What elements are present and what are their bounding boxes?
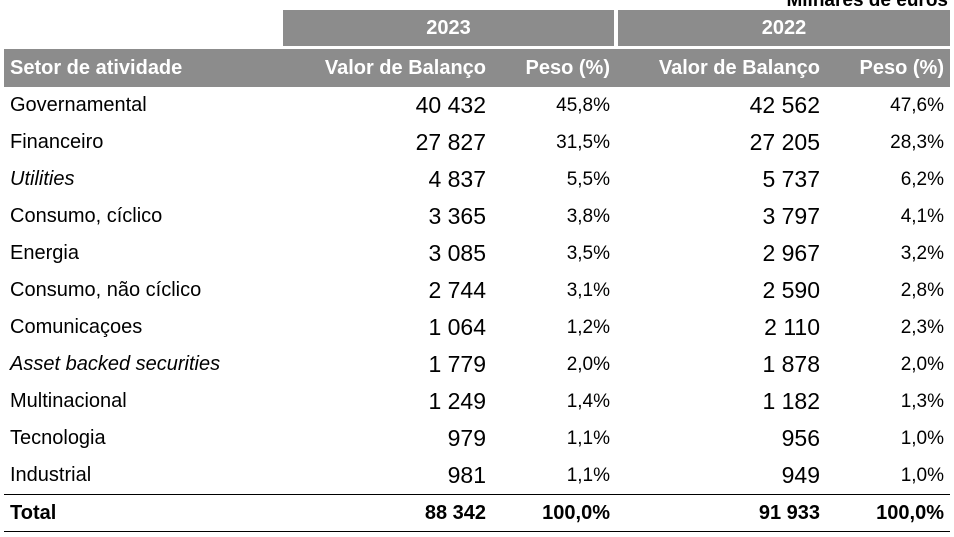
sector-cell: Energia (10, 242, 79, 264)
weight-2022-cell: 1,0% (900, 427, 944, 449)
sector-cell: Asset backed securities (10, 353, 221, 375)
sector-cell: Consumo, cíclico (10, 205, 163, 227)
table-row: Asset backed securities 1 779 2,0% 1 878 2,0… (4, 346, 950, 383)
total-row: Total 88 342 100,0% 91 933 100,0% (4, 494, 950, 532)
value-2022-cell: 2 110 (764, 314, 820, 340)
value-2023-cell: 1 249 (428, 388, 486, 414)
weight-2023-cell: 1,4% (566, 390, 610, 412)
table-row: Consumo, não cíclico 2 744 3,1% 2 590 2,8% (4, 272, 950, 309)
table-row: Multinacional 1 249 1,4% 1 182 1,3% (4, 383, 950, 420)
weight-2023-cell: 1,2% (566, 316, 610, 338)
table-row: Utilities 4 837 5,5% 5 737 6,2% (4, 161, 950, 198)
value-2022-cell: 2 590 (762, 277, 820, 303)
weight-2022-cell: 3,2% (900, 242, 944, 264)
value-2022-cell: 1 878 (762, 351, 820, 377)
value-2022-cell: 3 797 (762, 203, 820, 229)
weight-2022-cell: 4,1% (900, 205, 944, 227)
value-2023-cell: 4 837 (428, 166, 486, 192)
table-row: Financeiro 27 827 31,5% 27 205 28,3% (4, 124, 950, 161)
value-2022-cell: 5 737 (762, 166, 820, 192)
value-2022-cell: 956 (781, 425, 820, 451)
value-2023-cell: 27 827 (415, 129, 486, 155)
year-header-row: 2023 2022 (4, 10, 950, 48)
weight-2022-cell: 2,3% (900, 316, 944, 338)
value-2023-column-header: Valor de Balanço (283, 46, 492, 87)
weight-2023-cell: 5,5% (566, 168, 610, 190)
value-2022-cell: 42 562 (749, 92, 820, 118)
value-2023-cell: 40 432 (415, 92, 486, 118)
sector-cell: Consumo, não cíclico (10, 279, 202, 301)
year-header-spacer (4, 10, 283, 48)
weight-2023-cell: 1,1% (566, 464, 610, 486)
value-2022-cell: 2 967 (762, 240, 820, 266)
weight-2023-cell: 3,5% (566, 242, 610, 264)
weight-2022-cell: 28,3% (890, 131, 944, 153)
weight-2022-cell: 2,0% (900, 353, 944, 375)
weight-2022-cell: 1,0% (900, 464, 944, 486)
sector-cell: Governamental (10, 94, 147, 116)
total-label: Total (4, 494, 283, 532)
table-row: Governamental 40 432 45,8% 42 562 47,6% (4, 87, 950, 124)
total-value-2022: 91 933 (616, 494, 826, 532)
sector-cell: Financeiro (10, 131, 104, 153)
sector-cell: Industrial (10, 464, 92, 486)
value-2023-cell: 1 779 (428, 351, 486, 377)
table-body: Governamental 40 432 45,8% 42 562 47,6% Finan… (4, 87, 950, 495)
value-2022-column-header: Valor de Balanço (616, 46, 826, 87)
year-2022-header: 2022 (616, 10, 950, 48)
unit-note: Milhares de euros (786, 0, 948, 11)
weight-2023-cell: 1,1% (566, 427, 610, 449)
weight-2022-column-header: Peso (%) (826, 46, 950, 87)
value-2022-cell: 1 182 (762, 388, 820, 414)
table-row: Consumo, cíclico 3 365 3,8% 3 797 4,1% (4, 198, 950, 235)
total-weight-2023: 100,0% (492, 494, 616, 532)
sector-cell: Tecnologia (10, 427, 106, 449)
table-row: Tecnologia 979 1,1% 956 1,0% (4, 420, 950, 457)
sector-column-header: Setor de atividade (4, 46, 283, 87)
value-2022-cell: 949 (781, 462, 820, 488)
weight-2022-cell: 6,2% (900, 168, 944, 190)
weight-2023-column-header: Peso (%) (492, 46, 616, 87)
table-row: Industrial 981 1,1% 949 1,0% (4, 457, 950, 495)
value-2023-cell: 1 064 (428, 314, 486, 340)
value-2022-cell: 27 205 (749, 129, 820, 155)
weight-2023-cell: 3,8% (566, 205, 610, 227)
value-2023-cell: 979 (447, 425, 486, 451)
weight-2022-cell: 2,8% (900, 279, 944, 301)
weight-2023-cell: 2,0% (566, 353, 610, 375)
sector-cell: Multinacional (10, 390, 127, 412)
weight-2023-cell: 45,8% (556, 94, 610, 116)
sector-cell: Comunicaçoes (10, 316, 143, 338)
table-row: Comunicaçoes 1 064 1,2% 2 110 2,3% (4, 309, 950, 346)
value-2023-cell: 3 365 (428, 203, 486, 229)
year-2023-header: 2023 (283, 10, 618, 48)
column-header-row: Setor de atividade Valor de Balanço Peso… (4, 46, 950, 87)
value-2023-cell: 981 (447, 462, 486, 488)
value-2023-cell: 2 744 (428, 277, 486, 303)
total-value-2023: 88 342 (283, 494, 492, 532)
weight-2022-cell: 47,6% (890, 94, 944, 116)
weight-2022-cell: 1,3% (900, 390, 944, 412)
weight-2023-cell: 3,1% (566, 279, 610, 301)
sector-balance-table: 2023 2022 Setor de atividade Valor de Ba… (4, 10, 950, 532)
value-2023-cell: 3 085 (428, 240, 486, 266)
weight-2023-cell: 31,5% (556, 131, 610, 153)
sector-cell: Utilities (10, 168, 75, 190)
table-row: Energia 3 085 3,5% 2 967 3,2% (4, 235, 950, 272)
total-weight-2022: 100,0% (826, 494, 950, 532)
